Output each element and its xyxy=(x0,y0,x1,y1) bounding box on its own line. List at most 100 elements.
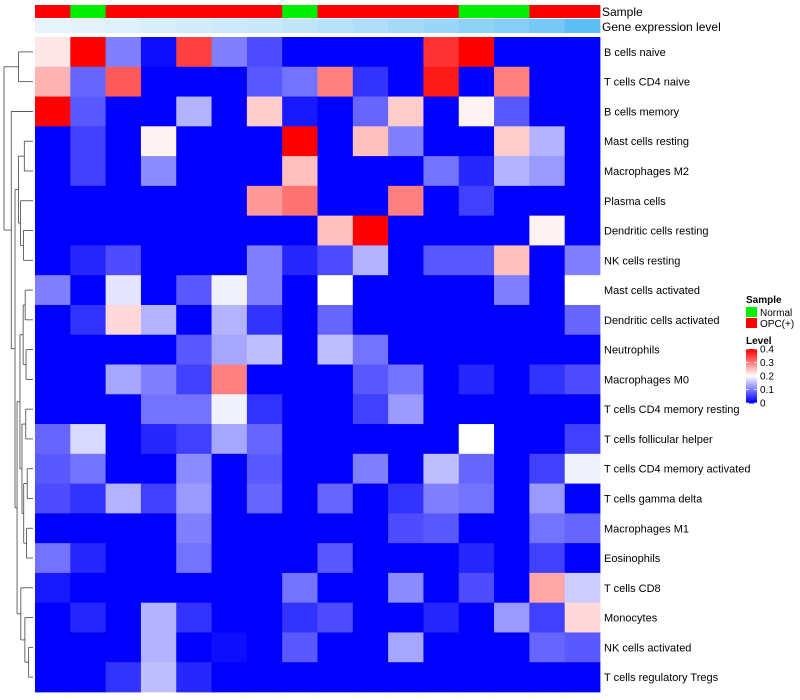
heatmap-cell xyxy=(388,424,424,455)
colorbar-step xyxy=(746,362,757,365)
heatmap-cell xyxy=(246,334,283,365)
heatmap-cell xyxy=(388,275,424,306)
heatmap-cell xyxy=(423,37,460,68)
heatmap-cell xyxy=(564,275,601,306)
heatmap-cell xyxy=(282,334,318,365)
heatmap-cell xyxy=(246,126,283,157)
heatmap-cell xyxy=(282,453,318,484)
heatmap-cell xyxy=(564,304,601,336)
heatmap-cell xyxy=(388,66,424,97)
heatmap-cell xyxy=(35,126,71,157)
heatmap-cell xyxy=(529,185,566,217)
heatmap-cell xyxy=(564,453,601,484)
heatmap-cell xyxy=(70,66,107,97)
heatmap-cell xyxy=(388,96,424,127)
heatmap-cell xyxy=(211,126,248,157)
colorbar-step xyxy=(746,396,757,399)
heatmap-cell xyxy=(70,156,107,187)
heatmap-cell xyxy=(70,304,107,336)
heatmap-cell xyxy=(458,394,495,425)
row-label: Dendritic cells activated xyxy=(604,315,720,327)
heatmap-cell xyxy=(529,513,566,544)
heatmap-cell xyxy=(70,245,107,276)
heatmap-cell xyxy=(35,483,71,514)
heatmap-cell xyxy=(458,96,495,127)
heatmap-cell xyxy=(317,483,354,514)
heatmap-cell xyxy=(564,96,601,127)
heatmap-cell xyxy=(246,632,283,663)
sample-cell xyxy=(529,5,566,18)
heatmap-cell xyxy=(176,543,212,574)
heatmap-cell xyxy=(494,662,530,693)
row-label: T cells CD4 memory activated xyxy=(604,464,751,476)
heatmap-cell xyxy=(564,572,601,604)
heatmap-cell xyxy=(423,215,460,246)
colorbar-step xyxy=(746,392,757,395)
heatmap-cell xyxy=(423,394,460,425)
heatmap-cell xyxy=(211,424,248,455)
heatmap-cell xyxy=(423,424,460,455)
colorbar-step xyxy=(746,389,757,392)
row-label: Monocytes xyxy=(604,613,658,625)
heatmap-cell xyxy=(282,245,318,276)
heatmap-cell xyxy=(423,126,460,157)
expression-cell xyxy=(423,19,460,33)
heatmap-cell xyxy=(211,453,248,484)
row-label: NK cells activated xyxy=(604,642,691,654)
row-label: T cells regulatory Tregs xyxy=(604,672,719,684)
heatmap-cell xyxy=(211,334,248,365)
row-labels: B cells naive T cells CD4 naive B cells me… xyxy=(604,47,751,684)
heatmap-cell xyxy=(388,364,424,395)
heatmap-cell xyxy=(70,334,107,365)
heatmap-cell xyxy=(70,453,107,484)
heatmap-cell xyxy=(317,632,354,663)
heatmap-cell xyxy=(388,185,424,217)
heatmap-cell xyxy=(352,572,389,604)
colorbar-tick-label: 0.4 xyxy=(760,345,774,356)
heatmap-cell xyxy=(105,543,142,574)
heatmap-cell xyxy=(494,126,530,157)
heatmap-cell xyxy=(494,96,530,127)
sample-cell xyxy=(317,5,354,18)
heatmap-cell xyxy=(176,394,212,425)
heatmap-cell xyxy=(494,156,530,187)
heatmap-cell xyxy=(494,632,530,663)
heatmap-cell xyxy=(70,394,107,425)
heatmap-cell xyxy=(105,453,142,484)
heatmap-cell xyxy=(282,364,318,395)
heatmap-cell xyxy=(494,602,530,633)
heatmap-cell xyxy=(282,572,318,604)
colorbar-step xyxy=(746,388,757,390)
heatmap-cell xyxy=(529,364,566,395)
heatmap-cell xyxy=(70,185,107,217)
heatmap-cell xyxy=(282,275,318,306)
heatmap-cell xyxy=(140,275,177,306)
sample-cell xyxy=(140,5,177,18)
heatmap-cell xyxy=(176,304,212,336)
sample-legend-title: Sample xyxy=(746,295,782,306)
heatmap-cell xyxy=(529,275,566,306)
heatmap-cell xyxy=(35,513,71,544)
heatmap-cell xyxy=(211,66,248,97)
heatmap-cell xyxy=(176,572,212,604)
heatmap-cell xyxy=(35,364,71,395)
colorbar-step xyxy=(746,353,757,355)
sample-cell xyxy=(70,5,107,18)
expression-track-label: Gene expression level xyxy=(602,20,721,34)
heatmap-cell xyxy=(140,156,177,187)
heatmap-cell xyxy=(140,37,177,68)
heatmap-cell xyxy=(35,602,71,633)
heatmap-cell xyxy=(494,304,530,336)
heatmap-cell xyxy=(140,632,177,663)
level-legend: Level 0.4 0.3 0.2 0.1 0 xyxy=(746,336,774,410)
heatmap-cell xyxy=(35,245,71,276)
heatmap-cell xyxy=(140,364,177,395)
heatmap-cell xyxy=(388,126,424,157)
heatmap-cell xyxy=(352,632,389,663)
heatmap-cell xyxy=(317,37,354,68)
colorbar-step xyxy=(746,393,757,396)
heatmap-cell xyxy=(140,66,177,97)
heatmap-cells xyxy=(35,37,601,693)
heatmap-cell xyxy=(423,304,460,336)
